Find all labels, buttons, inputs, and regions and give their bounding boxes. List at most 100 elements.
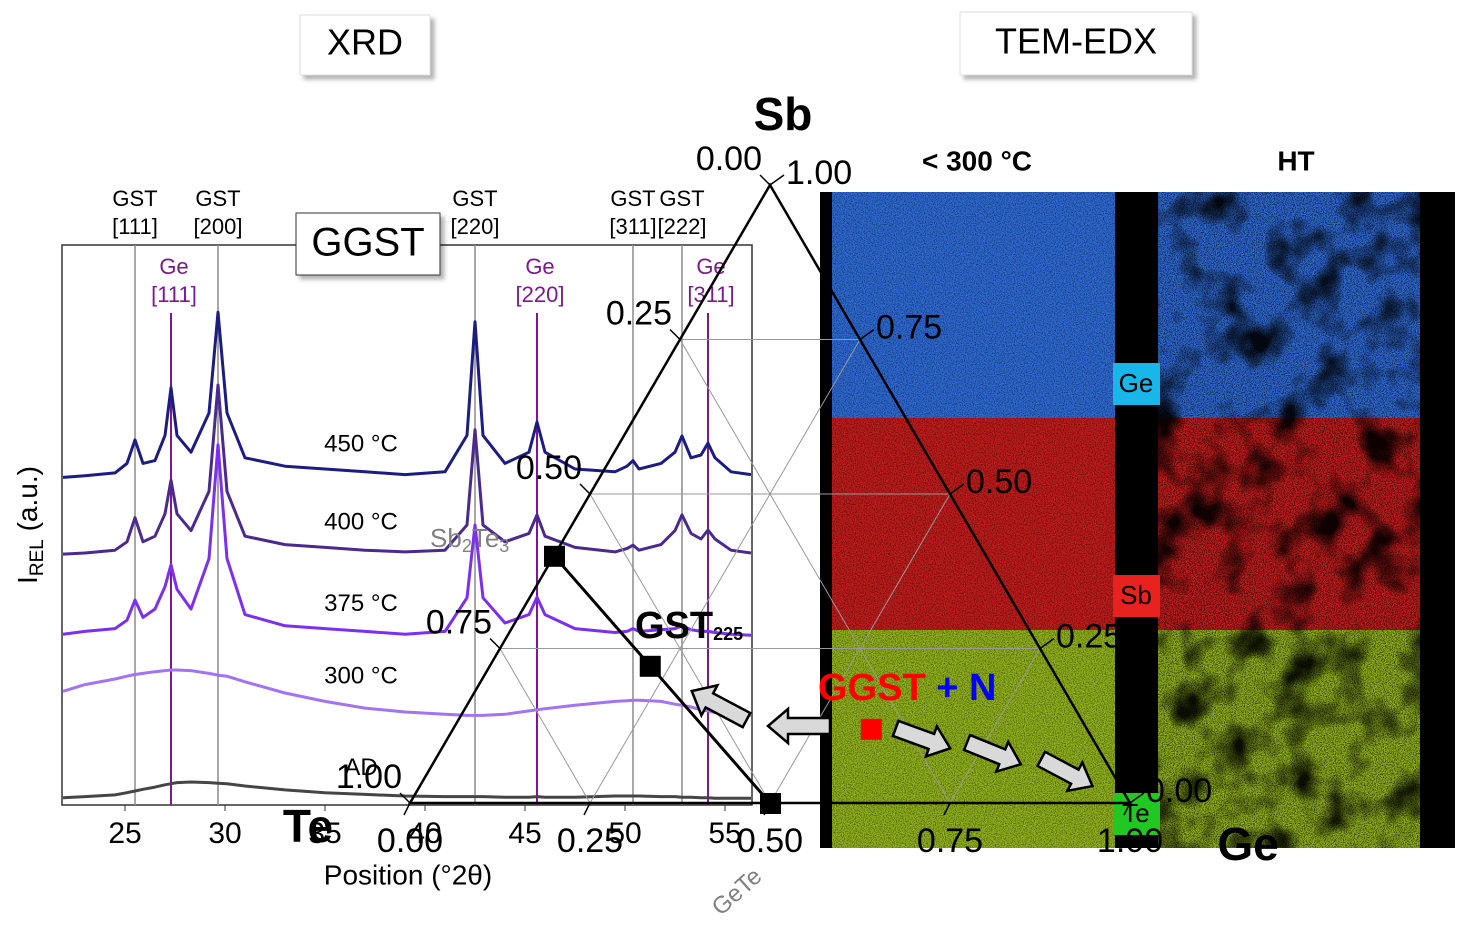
tick <box>399 792 411 804</box>
y-label-main: I <box>12 576 43 584</box>
arrow <box>766 706 832 746</box>
y-label-sub: REL <box>27 539 48 576</box>
grid-line <box>589 339 861 804</box>
point-label: GeTe <box>707 863 768 921</box>
vertex-label: Te <box>283 800 333 852</box>
te-tick-label: 0.25 <box>606 294 672 332</box>
sb-tick-label: 0.50 <box>966 463 1032 501</box>
tick <box>769 174 785 186</box>
column-header: HT <box>1277 145 1314 176</box>
tie-line <box>552 554 772 804</box>
reference-label: [222] <box>658 214 707 239</box>
vertex-label: Sb <box>754 88 813 140</box>
label-part: Te <box>472 523 499 553</box>
arrow <box>1035 750 1095 793</box>
map-blotch <box>1158 630 1420 848</box>
x-tick-label: 30 <box>208 817 241 850</box>
data-point <box>860 718 882 740</box>
x-axis-label: Position (°2θ) <box>324 859 492 890</box>
x-tick-label: 50 <box>608 817 641 850</box>
x-tick-label: 35 <box>308 817 341 850</box>
x-tick-label: 25 <box>108 817 141 850</box>
data-point <box>544 545 565 567</box>
data-line <box>62 310 752 479</box>
series-label: 400 °C <box>324 509 398 536</box>
x-tick-label: 45 <box>508 817 541 850</box>
point-label: Sb2Te3 <box>430 523 509 556</box>
reference-label: [220] <box>451 214 500 239</box>
label-part: 225 <box>713 624 743 644</box>
grid-line <box>769 493 951 804</box>
reference-label: GST <box>659 186 704 211</box>
ternary-diagram: 0.00 0.25 0.50 0.75 1.00 0.00 0.25 0.50 0.75 1.00… <box>283 88 1279 921</box>
reference-label: Ge <box>696 254 725 279</box>
tick <box>583 802 591 816</box>
panel-title: TEM-EDX <box>995 21 1157 62</box>
te-tick-label: 0.75 <box>426 603 492 641</box>
te-tick-label: 0.50 <box>516 449 582 487</box>
reference-label: GST <box>195 186 240 211</box>
ge-tick-label: 0.00 <box>377 822 443 860</box>
map-noise <box>832 192 1115 418</box>
chart-label: GGST <box>311 221 424 265</box>
y-label-rest: (a.u.) <box>12 466 43 539</box>
label-part: Sb <box>430 523 462 553</box>
point-label: GST225 <box>635 605 743 647</box>
reference-label: [111] <box>151 282 197 307</box>
ge-tick-label: 1.00 <box>1097 822 1163 860</box>
element-label-box <box>1113 363 1160 405</box>
element-label-box <box>1113 575 1160 617</box>
data-line <box>62 383 752 556</box>
grid-line <box>499 648 591 804</box>
label-part: + N <box>926 667 997 709</box>
data-point <box>760 793 781 814</box>
label-part: 3 <box>499 536 509 556</box>
panel-headers: XRD TEM-EDX <box>299 11 1193 76</box>
tick <box>1039 637 1055 650</box>
series-label: 450 °C <box>324 430 398 457</box>
ge-tick-label: 0.50 <box>737 822 803 860</box>
tick <box>579 483 591 495</box>
header-box <box>959 11 1193 76</box>
ge-tick-label: 0.75 <box>917 822 983 860</box>
xrd-chart: GST[111]GST[200]GST[220]GST[311]GST[222]… <box>12 186 753 890</box>
map-blotch <box>1158 192 1420 418</box>
x-tick-label: 40 <box>408 817 441 850</box>
label-part: GeTe <box>707 863 768 921</box>
map-noise <box>832 418 1115 630</box>
tick <box>943 802 951 816</box>
element-label: Sb <box>1120 580 1152 610</box>
tick <box>759 174 771 186</box>
data-line <box>62 443 752 637</box>
reference-label: [220] <box>516 282 565 307</box>
reference-label: Ge <box>525 254 554 279</box>
tick <box>403 802 411 816</box>
label-box <box>295 212 441 276</box>
reference-label: Ge <box>159 254 188 279</box>
reference-label: GST <box>610 186 655 211</box>
reference-label: GST <box>452 186 497 211</box>
reference-label: [311] <box>609 214 656 239</box>
data-line <box>62 668 752 717</box>
tick <box>1129 792 1145 804</box>
tick <box>669 328 681 341</box>
y-axis-label: IREL (a.u.) <box>12 466 48 584</box>
reference-label: [111] <box>112 214 158 239</box>
map-blotch <box>1158 418 1420 630</box>
x-tick-label: 55 <box>708 817 741 850</box>
tick <box>1123 802 1131 816</box>
reference-label: GST <box>112 186 157 211</box>
arrow <box>962 733 1023 774</box>
series-label: 375 °C <box>324 590 398 617</box>
point-label: GGST + N <box>818 667 996 709</box>
tick <box>949 483 965 495</box>
series-label: 300 °C <box>324 663 398 690</box>
sb-tick-label: 0.75 <box>876 308 942 346</box>
ge-tick-label: 0.25 <box>557 822 623 860</box>
tick <box>859 328 875 341</box>
label-part: 2 <box>462 536 472 556</box>
panel-title: XRD <box>327 22 403 63</box>
